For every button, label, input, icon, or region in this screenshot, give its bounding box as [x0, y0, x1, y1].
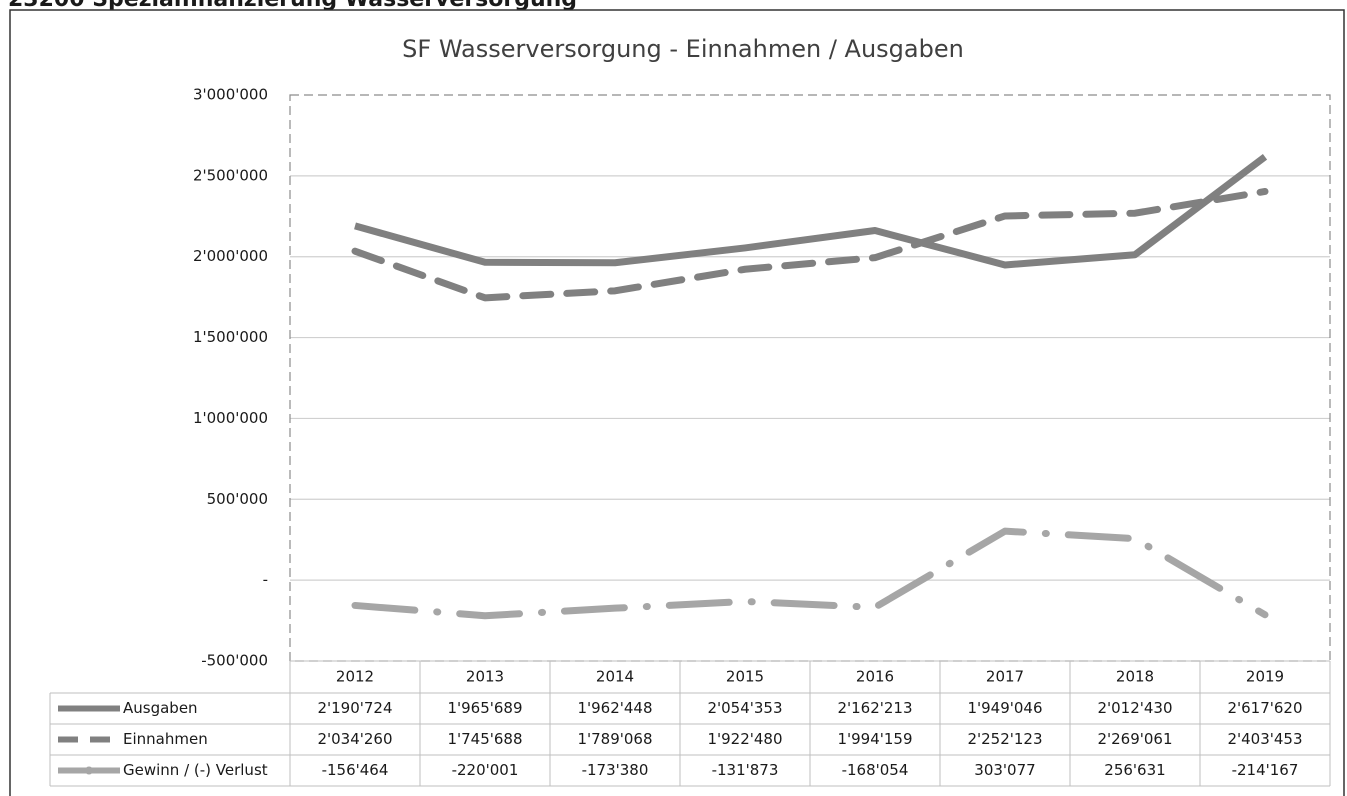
- x-tick-label: 2015: [726, 668, 764, 686]
- table-cell: 303'077: [974, 761, 1035, 779]
- y-tick-label: 2'000'000: [193, 247, 268, 265]
- x-tick-label: 2012: [336, 668, 374, 686]
- x-tick-label: 2017: [986, 668, 1024, 686]
- table-cell: 1'745'688: [447, 730, 522, 748]
- table-cell: 256'631: [1104, 761, 1165, 779]
- table-cell: -220'001: [452, 761, 519, 779]
- table-cell: 2'012'430: [1097, 699, 1172, 717]
- series-line: [351, 187, 1269, 302]
- x-tick-label: 2019: [1246, 668, 1284, 686]
- table-cell: 1'789'068: [577, 730, 652, 748]
- table-cell: 2'162'213: [837, 699, 912, 717]
- table-cell: 1'962'448: [577, 699, 652, 717]
- y-tick-label: -500'000: [201, 652, 268, 670]
- table-cell: 2'252'123: [967, 730, 1042, 748]
- table-cell: -156'464: [322, 761, 389, 779]
- table-cell: 1'949'046: [967, 699, 1042, 717]
- series-line: [354, 154, 1268, 269]
- table-cell: 2'054'353: [707, 699, 782, 717]
- y-tick-label: -: [263, 571, 268, 589]
- y-tick-label: 1'000'000: [193, 409, 268, 427]
- chart-title: SF Wasserversorgung - Einnahmen / Ausgab…: [402, 35, 964, 63]
- x-tick-label: 2014: [596, 668, 634, 686]
- x-tick-label: 2013: [466, 668, 504, 686]
- table-cell: -168'054: [842, 761, 909, 779]
- table-cell: 2'034'260: [317, 730, 392, 748]
- legend-label: Einnahmen: [123, 730, 208, 748]
- table-cell: 1'922'480: [707, 730, 782, 748]
- legend-label: Ausgaben: [123, 699, 198, 717]
- series-line: [351, 527, 1269, 620]
- y-tick-label: 2'500'000: [193, 166, 268, 184]
- table-cell: -214'167: [1232, 761, 1299, 779]
- y-tick-label: 1'500'000: [193, 328, 268, 346]
- table-cell: 2'617'620: [1227, 699, 1302, 717]
- legend-label: Gewinn / (-) Verlust: [123, 761, 268, 779]
- table-cell: 1'994'159: [837, 730, 912, 748]
- table-cell: 2'190'724: [317, 699, 392, 717]
- y-tick-label: 500'000: [207, 490, 268, 508]
- y-tick-label: 3'000'000: [193, 86, 268, 104]
- x-tick-label: 2016: [856, 668, 894, 686]
- table-cell: -173'380: [582, 761, 649, 779]
- page-header: 23200 Spezialfinanzierung Wasserversorgu…: [8, 0, 577, 12]
- table-cell: -131'873: [712, 761, 779, 779]
- table-cell: 2'269'061: [1097, 730, 1172, 748]
- chart-frame: [9, 9, 1345, 796]
- x-tick-label: 2018: [1116, 668, 1154, 686]
- table-cell: 2'403'453: [1227, 730, 1302, 748]
- table-cell: 1'965'689: [447, 699, 522, 717]
- plot-frame: [289, 94, 1331, 662]
- legend-key-marker: [85, 766, 93, 775]
